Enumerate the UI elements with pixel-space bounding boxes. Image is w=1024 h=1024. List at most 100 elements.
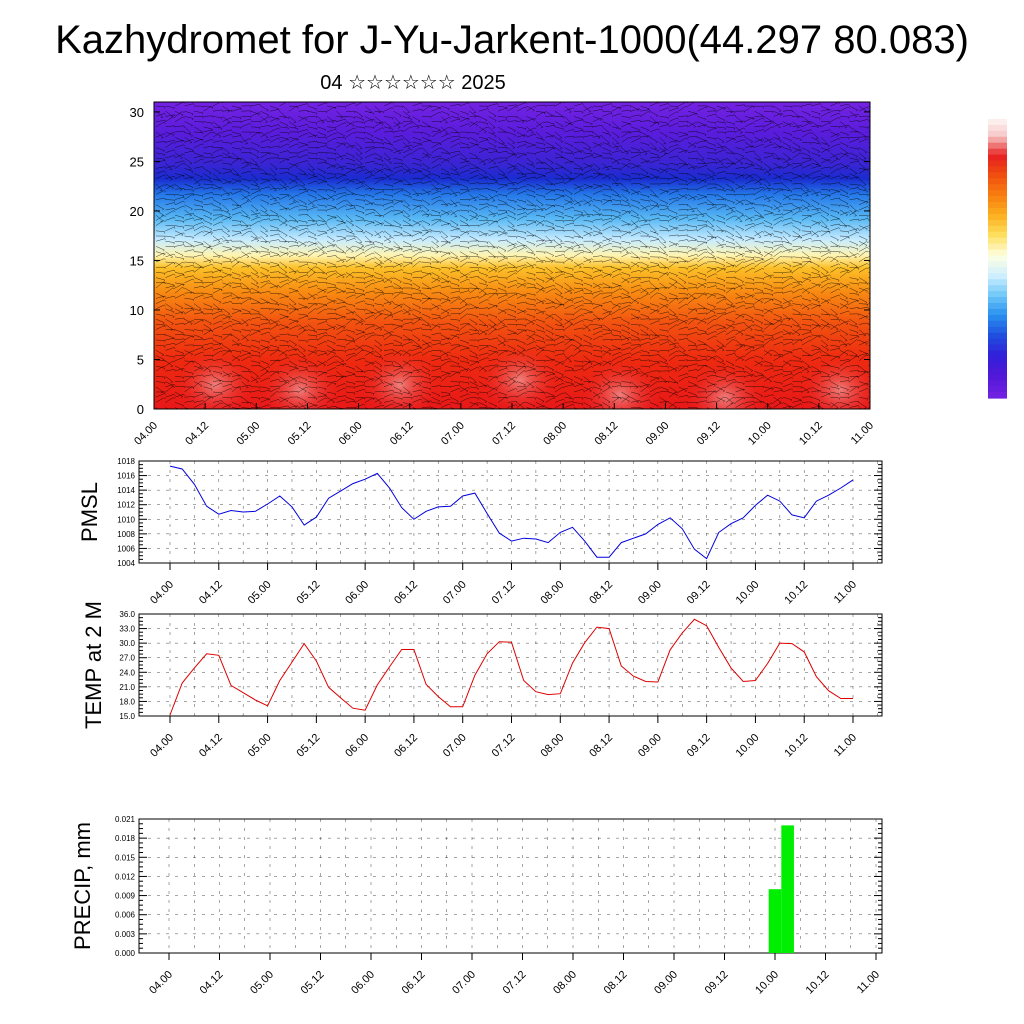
wind-barb <box>697 365 707 372</box>
wind-barb <box>725 131 736 134</box>
wind-barb <box>250 277 259 285</box>
wind-barb <box>697 196 708 200</box>
wind-barb <box>554 225 565 230</box>
wind-barb <box>364 325 375 330</box>
wind-barb <box>241 334 251 341</box>
wind-barb <box>298 365 308 370</box>
wind-barb <box>678 178 688 183</box>
wind-barb <box>165 329 175 332</box>
wind-barb <box>668 188 679 192</box>
wind-barb <box>497 199 507 205</box>
wind-barb <box>279 282 290 289</box>
wind-barb <box>193 121 204 124</box>
wind-barb <box>279 214 288 222</box>
wind-barb <box>260 386 270 390</box>
wind-barb <box>735 199 746 206</box>
wind-barb <box>744 287 755 291</box>
wind-barb <box>459 397 470 403</box>
wind-barb <box>820 299 831 304</box>
wind-barb <box>203 145 214 148</box>
wind-barb <box>621 137 632 143</box>
wind-barb <box>440 308 450 315</box>
wind-barb <box>716 396 726 403</box>
wind-barb <box>630 151 641 154</box>
wind-barb <box>782 164 793 169</box>
wind-barb <box>326 355 337 362</box>
wind-barb <box>754 162 763 170</box>
wind-barb <box>697 372 708 377</box>
wind-barb <box>212 279 223 284</box>
wind-barb <box>222 292 232 295</box>
wind-barb <box>440 391 451 396</box>
wind-barb <box>250 339 261 344</box>
wind-barb <box>849 307 860 310</box>
wind-barb <box>697 162 707 166</box>
wind-barb <box>231 147 242 151</box>
wind-barb <box>231 308 242 313</box>
wind-barb <box>298 154 309 159</box>
wind-barb <box>649 250 660 253</box>
wind-barb <box>830 110 841 112</box>
wind-barb <box>269 187 280 190</box>
wind-barb <box>402 199 411 207</box>
wind-barb <box>364 230 374 237</box>
wind-barb <box>440 117 451 122</box>
wind-barb <box>288 391 299 394</box>
wind-barb <box>782 313 791 321</box>
wind-barb <box>421 345 432 351</box>
wind-barb <box>725 381 736 388</box>
wind-barb <box>763 365 774 368</box>
wind-barb <box>849 168 858 175</box>
wind-barb <box>516 212 527 216</box>
wind-barb <box>630 199 641 204</box>
wind-barb <box>716 105 726 111</box>
wind-barb <box>782 266 792 273</box>
wind-barb <box>801 132 812 138</box>
wind-barb <box>222 402 231 408</box>
wind-barb <box>649 156 660 159</box>
wind-barb <box>355 235 363 244</box>
wind-barb <box>801 366 812 372</box>
wind-barb <box>839 360 850 367</box>
wind-barb <box>526 308 536 312</box>
wind-barb <box>393 190 404 195</box>
wind-barb <box>782 256 793 259</box>
wind-barb <box>592 335 603 341</box>
wind-barb <box>839 209 849 217</box>
wind-barb <box>801 298 812 303</box>
wind-barb <box>241 352 252 356</box>
wind-barb <box>744 313 754 320</box>
wind-barb <box>839 318 849 325</box>
wind-barb <box>307 303 318 309</box>
wind-barb <box>735 386 745 392</box>
wind-barb <box>355 345 366 351</box>
wind-barb <box>488 386 498 392</box>
wind-barb <box>269 209 279 216</box>
wind-barb <box>421 365 431 372</box>
wind-barb <box>535 188 546 190</box>
wind-barb <box>203 337 214 341</box>
wind-barb <box>754 231 765 237</box>
wind-barb <box>241 272 250 279</box>
wind-barb <box>668 381 679 385</box>
wind-barb <box>231 272 241 277</box>
wind-barb <box>317 321 328 325</box>
wind-barb <box>440 211 451 216</box>
wind-barb <box>317 152 327 155</box>
wind-barb <box>592 255 603 258</box>
wind-barb <box>383 116 394 120</box>
wind-barb <box>735 277 745 283</box>
wind-barb <box>478 206 489 211</box>
wind-barb <box>763 152 774 156</box>
wind-barb <box>545 205 556 211</box>
wind-barb <box>241 200 252 206</box>
wind-barb <box>421 131 431 138</box>
wind-barb <box>849 240 859 247</box>
wind-barb <box>820 402 831 407</box>
wind-barb <box>592 213 603 216</box>
wind-barb <box>697 178 707 184</box>
wind-barb <box>307 199 316 207</box>
wind-barb <box>716 225 725 233</box>
wind-barb <box>516 344 526 351</box>
wind-barb <box>250 168 261 171</box>
